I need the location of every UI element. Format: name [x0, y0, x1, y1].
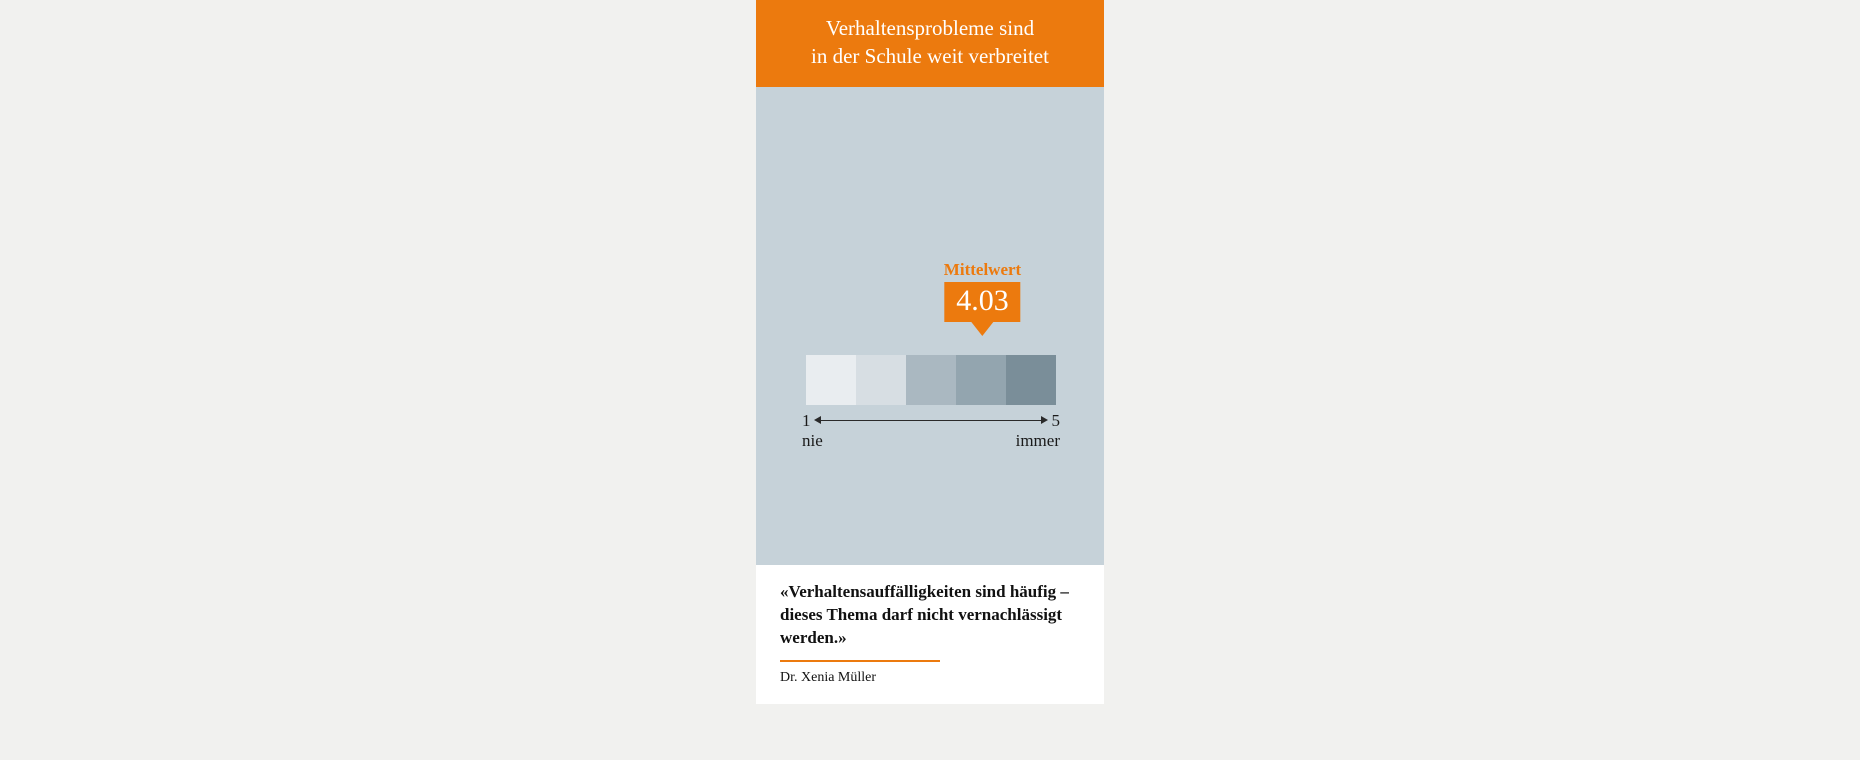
mean-pointer: Mittelwert 4.03 — [944, 260, 1021, 336]
quote-block: «Verhaltensauffälligkeiten sind häufig –… — [756, 565, 1104, 704]
likert-scale — [806, 355, 1056, 405]
axis-max-label: immer — [1016, 431, 1060, 451]
scale-cell — [1006, 355, 1056, 405]
scale-cell — [906, 355, 956, 405]
quote-text: «Verhaltensauffälligkeiten sind häufig –… — [780, 581, 1080, 650]
axis-min-number: 1 — [802, 411, 811, 431]
scale-cell — [806, 355, 856, 405]
axis-max-number: 5 — [1052, 411, 1061, 431]
header-title-line2: in der Schule weit verbreitet — [811, 44, 1049, 68]
card-header: Verhaltensprobleme sind in der Schule we… — [756, 0, 1104, 87]
header-title-line1: Verhaltensprobleme sind — [826, 16, 1034, 40]
scale-cell — [856, 355, 906, 405]
arrow-right-icon — [1041, 416, 1048, 424]
scale-cell — [956, 355, 1006, 405]
quote-attribution: Dr. Xenia Müller — [780, 670, 1080, 686]
infographic-card: Verhaltensprobleme sind in der Schule we… — [756, 0, 1104, 704]
axis-min-label: nie — [802, 431, 823, 451]
axis-labels: nie immer — [806, 431, 1056, 451]
scale-axis: 1 5 — [806, 413, 1056, 427]
scale-wrap: Mittelwert 4.03 1 5 nie immer — [806, 355, 1056, 451]
mean-value: 4.03 — [944, 282, 1021, 322]
pointer-triangle-icon — [971, 322, 993, 336]
quote-divider — [780, 660, 940, 662]
chart-area: Mittelwert 4.03 1 5 nie immer — [756, 87, 1104, 565]
mean-label: Mittelwert — [944, 260, 1021, 280]
axis-line — [820, 420, 1042, 421]
